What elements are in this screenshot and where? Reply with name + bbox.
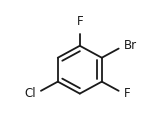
Text: Br: Br (124, 39, 137, 52)
Text: Cl: Cl (24, 87, 36, 100)
Text: F: F (124, 87, 130, 100)
Text: F: F (76, 15, 83, 28)
